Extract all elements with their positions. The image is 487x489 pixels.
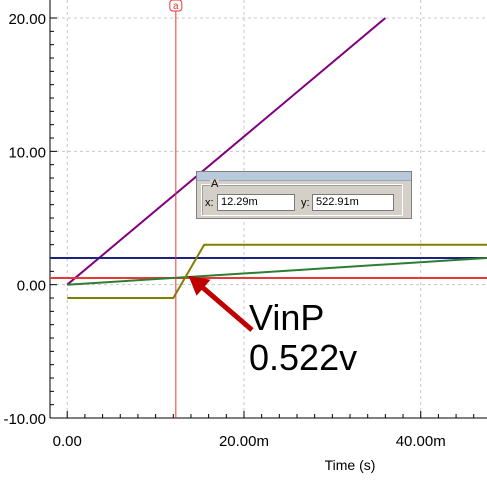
y-tick-label-2: 10.00 — [8, 144, 46, 161]
y-tick-label-1: 0.00 — [17, 278, 46, 295]
series-line-3 — [67, 257, 487, 286]
dialog-title-bar[interactable] — [197, 172, 411, 181]
cursor-y-field[interactable]: 522.91m — [312, 194, 394, 211]
cursor-y-label: y: — [301, 197, 310, 209]
series-line-4 — [67, 243, 487, 299]
cursor-marker-label: a — [173, 1, 179, 12]
y-tick-label-3: 20.00 — [8, 11, 46, 28]
annotation-line1: VinP — [249, 297, 325, 338]
y-tick-label-0: -10.00 — [3, 411, 46, 428]
x-tick-label-0: 0.00 — [53, 433, 82, 450]
annotation-text: VinP 0.522v — [249, 298, 357, 378]
cursor-group-label: A — [210, 178, 220, 190]
series-group — [50, 17, 487, 299]
annotation-line2: 0.522v — [249, 337, 358, 378]
x-tick-label-1: 20.00m — [219, 433, 269, 450]
x-axis-label: Time (s) — [325, 457, 376, 473]
annotation-arrow-head — [188, 275, 211, 296]
cursor-readout-group: A x: 12.29m y: 522.91m — [201, 179, 403, 216]
annotation-arrow-shaft — [198, 283, 254, 332]
cursor-readout-dialog[interactable]: A x: 12.29m y: 522.91m — [196, 171, 412, 219]
cursor-x-field[interactable]: 12.29m — [217, 194, 295, 211]
x-tick-label-2: 40.00m — [396, 433, 446, 450]
cursor-x-label: x: — [205, 197, 214, 209]
series-line-0 — [66, 17, 387, 286]
cursor-marker — [169, 0, 183, 12]
